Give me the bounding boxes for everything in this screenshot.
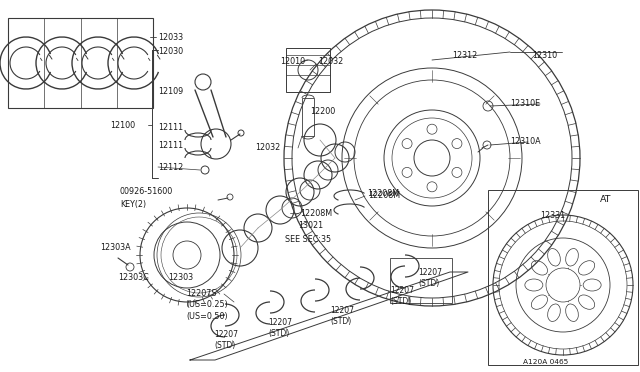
Text: 12010: 12010: [280, 58, 305, 67]
Text: 12303A: 12303A: [100, 244, 131, 253]
Text: 13021: 13021: [298, 221, 323, 230]
Text: (US=0.50): (US=0.50): [186, 311, 228, 321]
Text: 12100: 12100: [110, 121, 135, 129]
Text: 12310A: 12310A: [510, 138, 541, 147]
Text: 12032: 12032: [255, 144, 280, 153]
Text: 00926-51600: 00926-51600: [120, 187, 173, 196]
Bar: [8, 18, 153, 108]
Text: 12200: 12200: [310, 108, 335, 116]
Text: 12207
(STD): 12207 (STD): [390, 286, 414, 306]
Text: SEE SEC:35: SEE SEC:35: [285, 235, 331, 244]
Text: (US=0.25): (US=0.25): [186, 301, 228, 310]
Text: 12207S: 12207S: [186, 289, 216, 298]
Bar: [390, 258, 452, 303]
Text: 12112: 12112: [158, 163, 183, 171]
Text: KEY(2): KEY(2): [120, 199, 146, 208]
Text: 12109: 12109: [158, 87, 183, 96]
Text: 12207
(STD): 12207 (STD): [214, 330, 238, 350]
Text: 12207
(STD): 12207 (STD): [268, 318, 292, 338]
Text: 12310: 12310: [532, 51, 557, 60]
Text: 12207
(STD): 12207 (STD): [330, 306, 354, 326]
Text: 12310E: 12310E: [510, 99, 540, 109]
Text: 12208M: 12208M: [368, 192, 400, 201]
Text: 12207
(STD): 12207 (STD): [418, 268, 442, 288]
Text: 12032: 12032: [318, 58, 343, 67]
Text: 12303C: 12303C: [118, 273, 148, 282]
Text: 12111: 12111: [158, 122, 183, 131]
Bar: [286, 48, 330, 92]
Text: 12303: 12303: [168, 273, 193, 282]
Text: AT: AT: [600, 196, 611, 205]
Bar: [488, 190, 638, 365]
Text: 12030: 12030: [158, 48, 183, 57]
Text: 12312: 12312: [452, 51, 477, 60]
Text: 12208M: 12208M: [367, 189, 399, 198]
Text: 12033: 12033: [158, 32, 183, 42]
Text: A120A 0465: A120A 0465: [523, 359, 568, 365]
Text: 12111: 12111: [158, 141, 183, 150]
Text: 12208M: 12208M: [300, 208, 332, 218]
Bar: [302, 98, 314, 136]
Text: 12331: 12331: [540, 211, 565, 219]
